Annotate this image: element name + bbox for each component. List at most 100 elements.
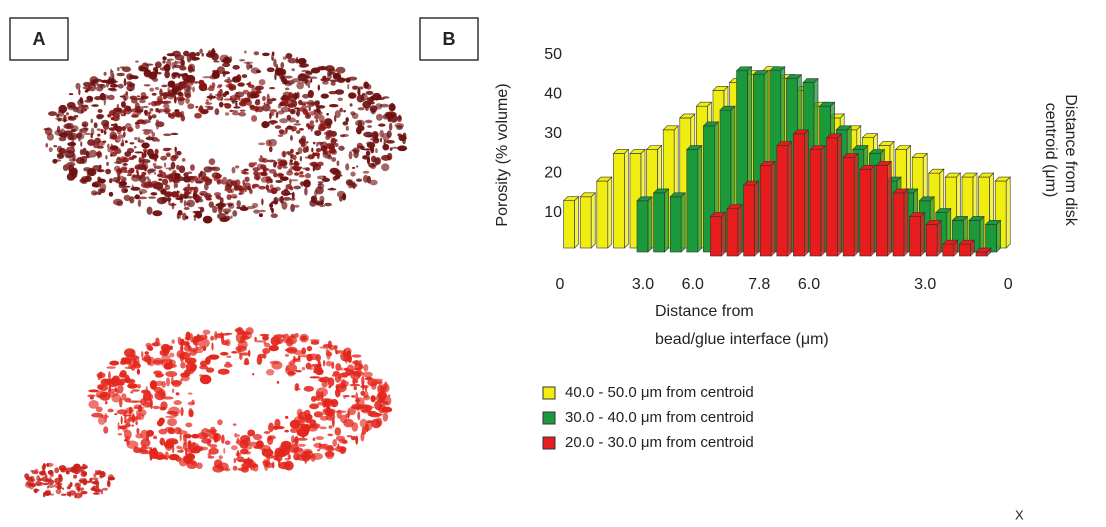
- speck: [265, 369, 275, 376]
- speck: [277, 134, 284, 137]
- speck: [358, 364, 362, 370]
- speck: [265, 184, 270, 191]
- speck: [213, 176, 218, 181]
- speck: [68, 490, 77, 496]
- speck: [107, 87, 117, 91]
- speck: [130, 349, 133, 355]
- speck: [171, 72, 177, 80]
- speck: [118, 372, 127, 378]
- speck: [194, 196, 199, 202]
- speck: [258, 185, 266, 190]
- speck: [370, 395, 376, 403]
- speck: [378, 123, 386, 127]
- speck: [325, 348, 329, 357]
- speck: [328, 104, 339, 108]
- speck: [246, 62, 251, 71]
- speck: [258, 213, 263, 218]
- speck: [314, 189, 318, 197]
- speck: [294, 387, 301, 391]
- speck: [185, 331, 191, 341]
- speck: [152, 67, 158, 72]
- speck: [129, 108, 138, 113]
- bar-top: [961, 172, 978, 178]
- speck: [121, 125, 126, 132]
- bar-side: [607, 176, 613, 249]
- speck: [134, 151, 144, 154]
- speck: [355, 435, 359, 445]
- speck: [370, 163, 377, 170]
- speck: [282, 56, 287, 60]
- speck: [366, 97, 375, 102]
- speck: [130, 186, 141, 191]
- speck: [325, 360, 332, 367]
- speck: [332, 370, 340, 376]
- speck: [308, 353, 319, 361]
- speck: [321, 380, 328, 388]
- speck: [208, 431, 219, 440]
- speck: [190, 164, 195, 171]
- speck: [273, 172, 278, 178]
- speck: [298, 171, 304, 175]
- speck: [205, 358, 210, 362]
- bar: [793, 133, 805, 257]
- speck: [141, 142, 150, 149]
- speck: [255, 99, 260, 102]
- speck: [183, 172, 189, 178]
- speck: [141, 152, 145, 159]
- speck: [386, 130, 392, 138]
- speck: [234, 432, 237, 438]
- speck: [362, 174, 369, 183]
- speck: [279, 130, 288, 135]
- speck: [370, 380, 377, 390]
- speck: [125, 423, 131, 428]
- speck: [149, 399, 153, 410]
- speck: [154, 156, 158, 162]
- speck: [115, 179, 121, 184]
- speck: [200, 427, 211, 438]
- speck: [348, 92, 357, 99]
- speck: [223, 363, 233, 368]
- speck: [140, 438, 151, 447]
- speck: [383, 139, 386, 148]
- speck: [28, 483, 32, 487]
- speck: [312, 152, 321, 157]
- speck: [83, 81, 92, 87]
- speck: [38, 478, 43, 482]
- speck: [357, 120, 363, 129]
- speck: [180, 372, 190, 378]
- speck: [324, 65, 335, 72]
- speck: [350, 171, 356, 177]
- bar-top: [702, 121, 720, 127]
- speck: [108, 371, 111, 381]
- speck: [339, 372, 352, 377]
- speck: [193, 214, 197, 222]
- speck: [43, 128, 51, 131]
- speck: [190, 442, 200, 449]
- speck: [74, 482, 82, 489]
- speck: [179, 73, 189, 77]
- speck: [288, 361, 296, 365]
- speck: [260, 155, 263, 158]
- speck: [196, 462, 203, 470]
- speck: [166, 53, 176, 57]
- speck: [328, 425, 333, 429]
- speck: [253, 174, 261, 181]
- speck: [173, 64, 182, 69]
- speck: [67, 115, 74, 120]
- speck: [201, 176, 209, 182]
- speck: [145, 176, 150, 180]
- speck: [133, 145, 137, 149]
- speck: [212, 205, 218, 214]
- speck: [168, 173, 174, 178]
- speck: [307, 423, 319, 432]
- speck: [131, 424, 135, 427]
- speck: [58, 481, 61, 486]
- speck: [156, 138, 160, 143]
- speck: [284, 353, 290, 357]
- speck: [156, 125, 159, 130]
- speck: [174, 85, 177, 89]
- speck: [66, 161, 76, 167]
- bar-side: [979, 215, 985, 253]
- speck: [316, 141, 324, 145]
- speck: [165, 167, 172, 170]
